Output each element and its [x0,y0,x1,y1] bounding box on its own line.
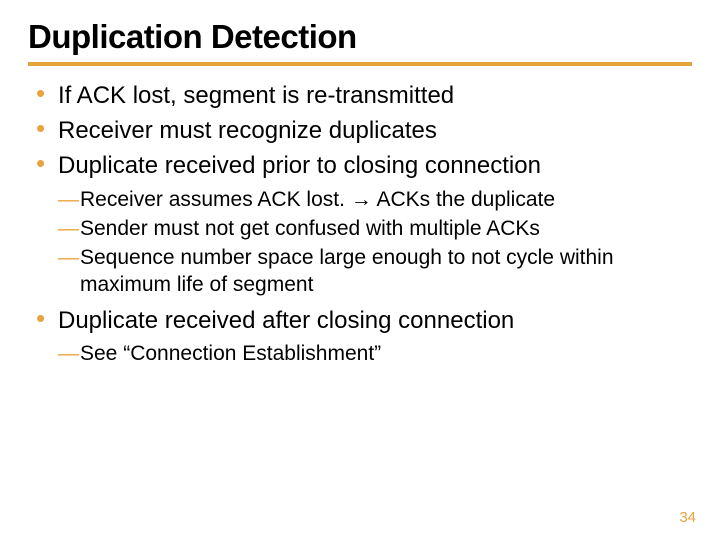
bullet-item: Duplicate received prior to closing conn… [28,150,692,181]
bullet-list: Duplicate received after closing connect… [28,305,692,336]
page-number: 34 [679,509,696,526]
sub-bullet-list: See “Connection Establishment” [28,340,692,367]
bullet-list: If ACK lost, segment is re-transmitted R… [28,80,692,182]
sub-bullet-item: Sequence number space large enough to no… [28,244,692,299]
sub-bullet-list: Receiver assumes ACK lost. → ACKs the du… [28,186,692,299]
sub-bullet-item: Sender must not get confused with multip… [28,215,692,242]
sub-bullet-item: See “Connection Establishment” [28,340,692,367]
bullet-item: Receiver must recognize duplicates [28,115,692,146]
bullet-item: If ACK lost, segment is re-transmitted [28,80,692,111]
bullet-item: Duplicate received after closing connect… [28,305,692,336]
sub-bullet-item: Receiver assumes ACK lost. → ACKs the du… [28,186,692,213]
slide-title: Duplication Detection [28,18,692,66]
